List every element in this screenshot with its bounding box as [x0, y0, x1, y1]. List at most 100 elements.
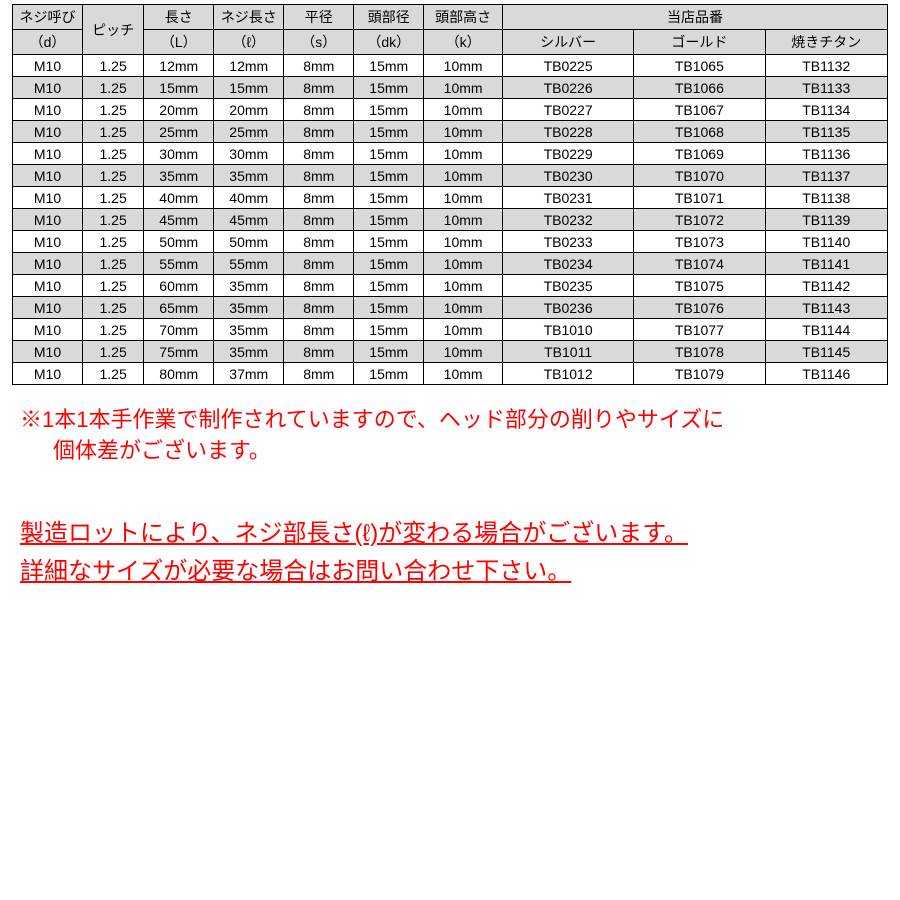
table-cell: TB0227: [503, 99, 634, 121]
table-cell: 15mm: [354, 297, 424, 319]
table-cell: 35mm: [214, 341, 284, 363]
table-cell: 15mm: [144, 77, 214, 99]
table-row: M101.2555mm55mm8mm15mm10mmTB0234TB1074TB…: [13, 253, 888, 275]
table-cell: 20mm: [144, 99, 214, 121]
table-cell: 8mm: [284, 297, 354, 319]
table-cell: 25mm: [144, 121, 214, 143]
table-cell: 15mm: [354, 253, 424, 275]
table-cell: 1.25: [83, 297, 144, 319]
table-row: M101.2560mm35mm8mm15mm10mmTB0235TB1075TB…: [13, 275, 888, 297]
col-s-top: 平径: [284, 5, 354, 30]
table-cell: TB0236: [503, 297, 634, 319]
table-cell: 10mm: [424, 165, 503, 187]
table-row: M101.2550mm50mm8mm15mm10mmTB0233TB1073TB…: [13, 231, 888, 253]
table-cell: 8mm: [284, 275, 354, 297]
table-cell: TB1069: [634, 143, 765, 165]
table-cell: 10mm: [424, 187, 503, 209]
table-cell: M10: [13, 341, 83, 363]
table-cell: 10mm: [424, 209, 503, 231]
table-cell: 1.25: [83, 253, 144, 275]
table-cell: TB1140: [765, 231, 888, 253]
note2-line2: 詳細なサイズが必要な場合はお問い合わせ下さい。: [20, 553, 888, 591]
table-cell: TB0232: [503, 209, 634, 231]
table-cell: 10mm: [424, 319, 503, 341]
table-cell: 8mm: [284, 187, 354, 209]
table-cell: 15mm: [354, 143, 424, 165]
table-cell: 15mm: [354, 319, 424, 341]
table-cell: TB1141: [765, 253, 888, 275]
table-cell: TB0234: [503, 253, 634, 275]
table-cell: 8mm: [284, 121, 354, 143]
table-cell: 15mm: [354, 121, 424, 143]
table-cell: M10: [13, 319, 83, 341]
table-cell: TB1077: [634, 319, 765, 341]
table-row: M101.2540mm40mm8mm15mm10mmTB0231TB1071TB…: [13, 187, 888, 209]
table-row: M101.2565mm35mm8mm15mm10mmTB0236TB1076TB…: [13, 297, 888, 319]
col-l-top: ネジ長さ: [214, 5, 284, 30]
table-cell: 10mm: [424, 253, 503, 275]
table-cell: 1.25: [83, 55, 144, 77]
table-cell: 40mm: [214, 187, 284, 209]
table-cell: 20mm: [214, 99, 284, 121]
table-cell: 15mm: [354, 363, 424, 385]
table-cell: 15mm: [354, 77, 424, 99]
table-cell: TB1137: [765, 165, 888, 187]
table-cell: 10mm: [424, 121, 503, 143]
table-cell: TB1133: [765, 77, 888, 99]
table-row: M101.2530mm30mm8mm15mm10mmTB0229TB1069TB…: [13, 143, 888, 165]
table-cell: TB1142: [765, 275, 888, 297]
table-cell: 15mm: [354, 55, 424, 77]
table-cell: M10: [13, 121, 83, 143]
table-cell: 8mm: [284, 363, 354, 385]
table-cell: 8mm: [284, 55, 354, 77]
note2-line1: 製造ロットにより、ネジ部長さ(ℓ)が変わる場合がございます。: [20, 515, 888, 553]
table-cell: M10: [13, 187, 83, 209]
table-cell: 40mm: [144, 187, 214, 209]
table-cell: M10: [13, 253, 83, 275]
table-cell: 75mm: [144, 341, 214, 363]
table-cell: 37mm: [214, 363, 284, 385]
table-cell: TB1134: [765, 99, 888, 121]
table-cell: 8mm: [284, 99, 354, 121]
table-cell: TB1078: [634, 341, 765, 363]
col-d-sub: （d）: [13, 30, 83, 55]
table-cell: 65mm: [144, 297, 214, 319]
table-cell: TB1072: [634, 209, 765, 231]
col-titan: 焼きチタン: [765, 30, 888, 55]
table-cell: M10: [13, 77, 83, 99]
col-l-sub: （ℓ）: [214, 30, 284, 55]
col-dk-sub: （dk）: [354, 30, 424, 55]
table-cell: 35mm: [214, 297, 284, 319]
table-cell: 35mm: [144, 165, 214, 187]
table-row: M101.2525mm25mm8mm15mm10mmTB0228TB1068TB…: [13, 121, 888, 143]
note-handmade: ※1本1本手作業で制作されていますので、ヘッド部分の削りやサイズに 個体差がござ…: [20, 405, 888, 467]
table-cell: 1.25: [83, 209, 144, 231]
table-cell: 8mm: [284, 77, 354, 99]
table-cell: 1.25: [83, 99, 144, 121]
table-cell: TB1074: [634, 253, 765, 275]
table-cell: 10mm: [424, 55, 503, 77]
table-cell: TB1138: [765, 187, 888, 209]
table-cell: 35mm: [214, 275, 284, 297]
table-cell: M10: [13, 363, 83, 385]
table-cell: 10mm: [424, 99, 503, 121]
col-pitch: ピッチ: [83, 5, 144, 55]
table-row: M101.2535mm35mm8mm15mm10mmTB0230TB1070TB…: [13, 165, 888, 187]
note1-line1: ※1本1本手作業で制作されていますので、ヘッド部分の削りやサイズに: [20, 407, 724, 432]
table-cell: 15mm: [354, 165, 424, 187]
table-cell: TB0233: [503, 231, 634, 253]
col-s-sub: （s）: [284, 30, 354, 55]
table-cell: TB1068: [634, 121, 765, 143]
table-cell: 12mm: [144, 55, 214, 77]
table-cell: 8mm: [284, 231, 354, 253]
table-cell: TB1075: [634, 275, 765, 297]
table-cell: TB1076: [634, 297, 765, 319]
col-k-top: 頭部高さ: [424, 5, 503, 30]
table-cell: TB1071: [634, 187, 765, 209]
table-cell: 50mm: [214, 231, 284, 253]
table-cell: 10mm: [424, 363, 503, 385]
table-cell: TB1132: [765, 55, 888, 77]
table-cell: 15mm: [214, 77, 284, 99]
table-cell: 45mm: [144, 209, 214, 231]
table-cell: 45mm: [214, 209, 284, 231]
